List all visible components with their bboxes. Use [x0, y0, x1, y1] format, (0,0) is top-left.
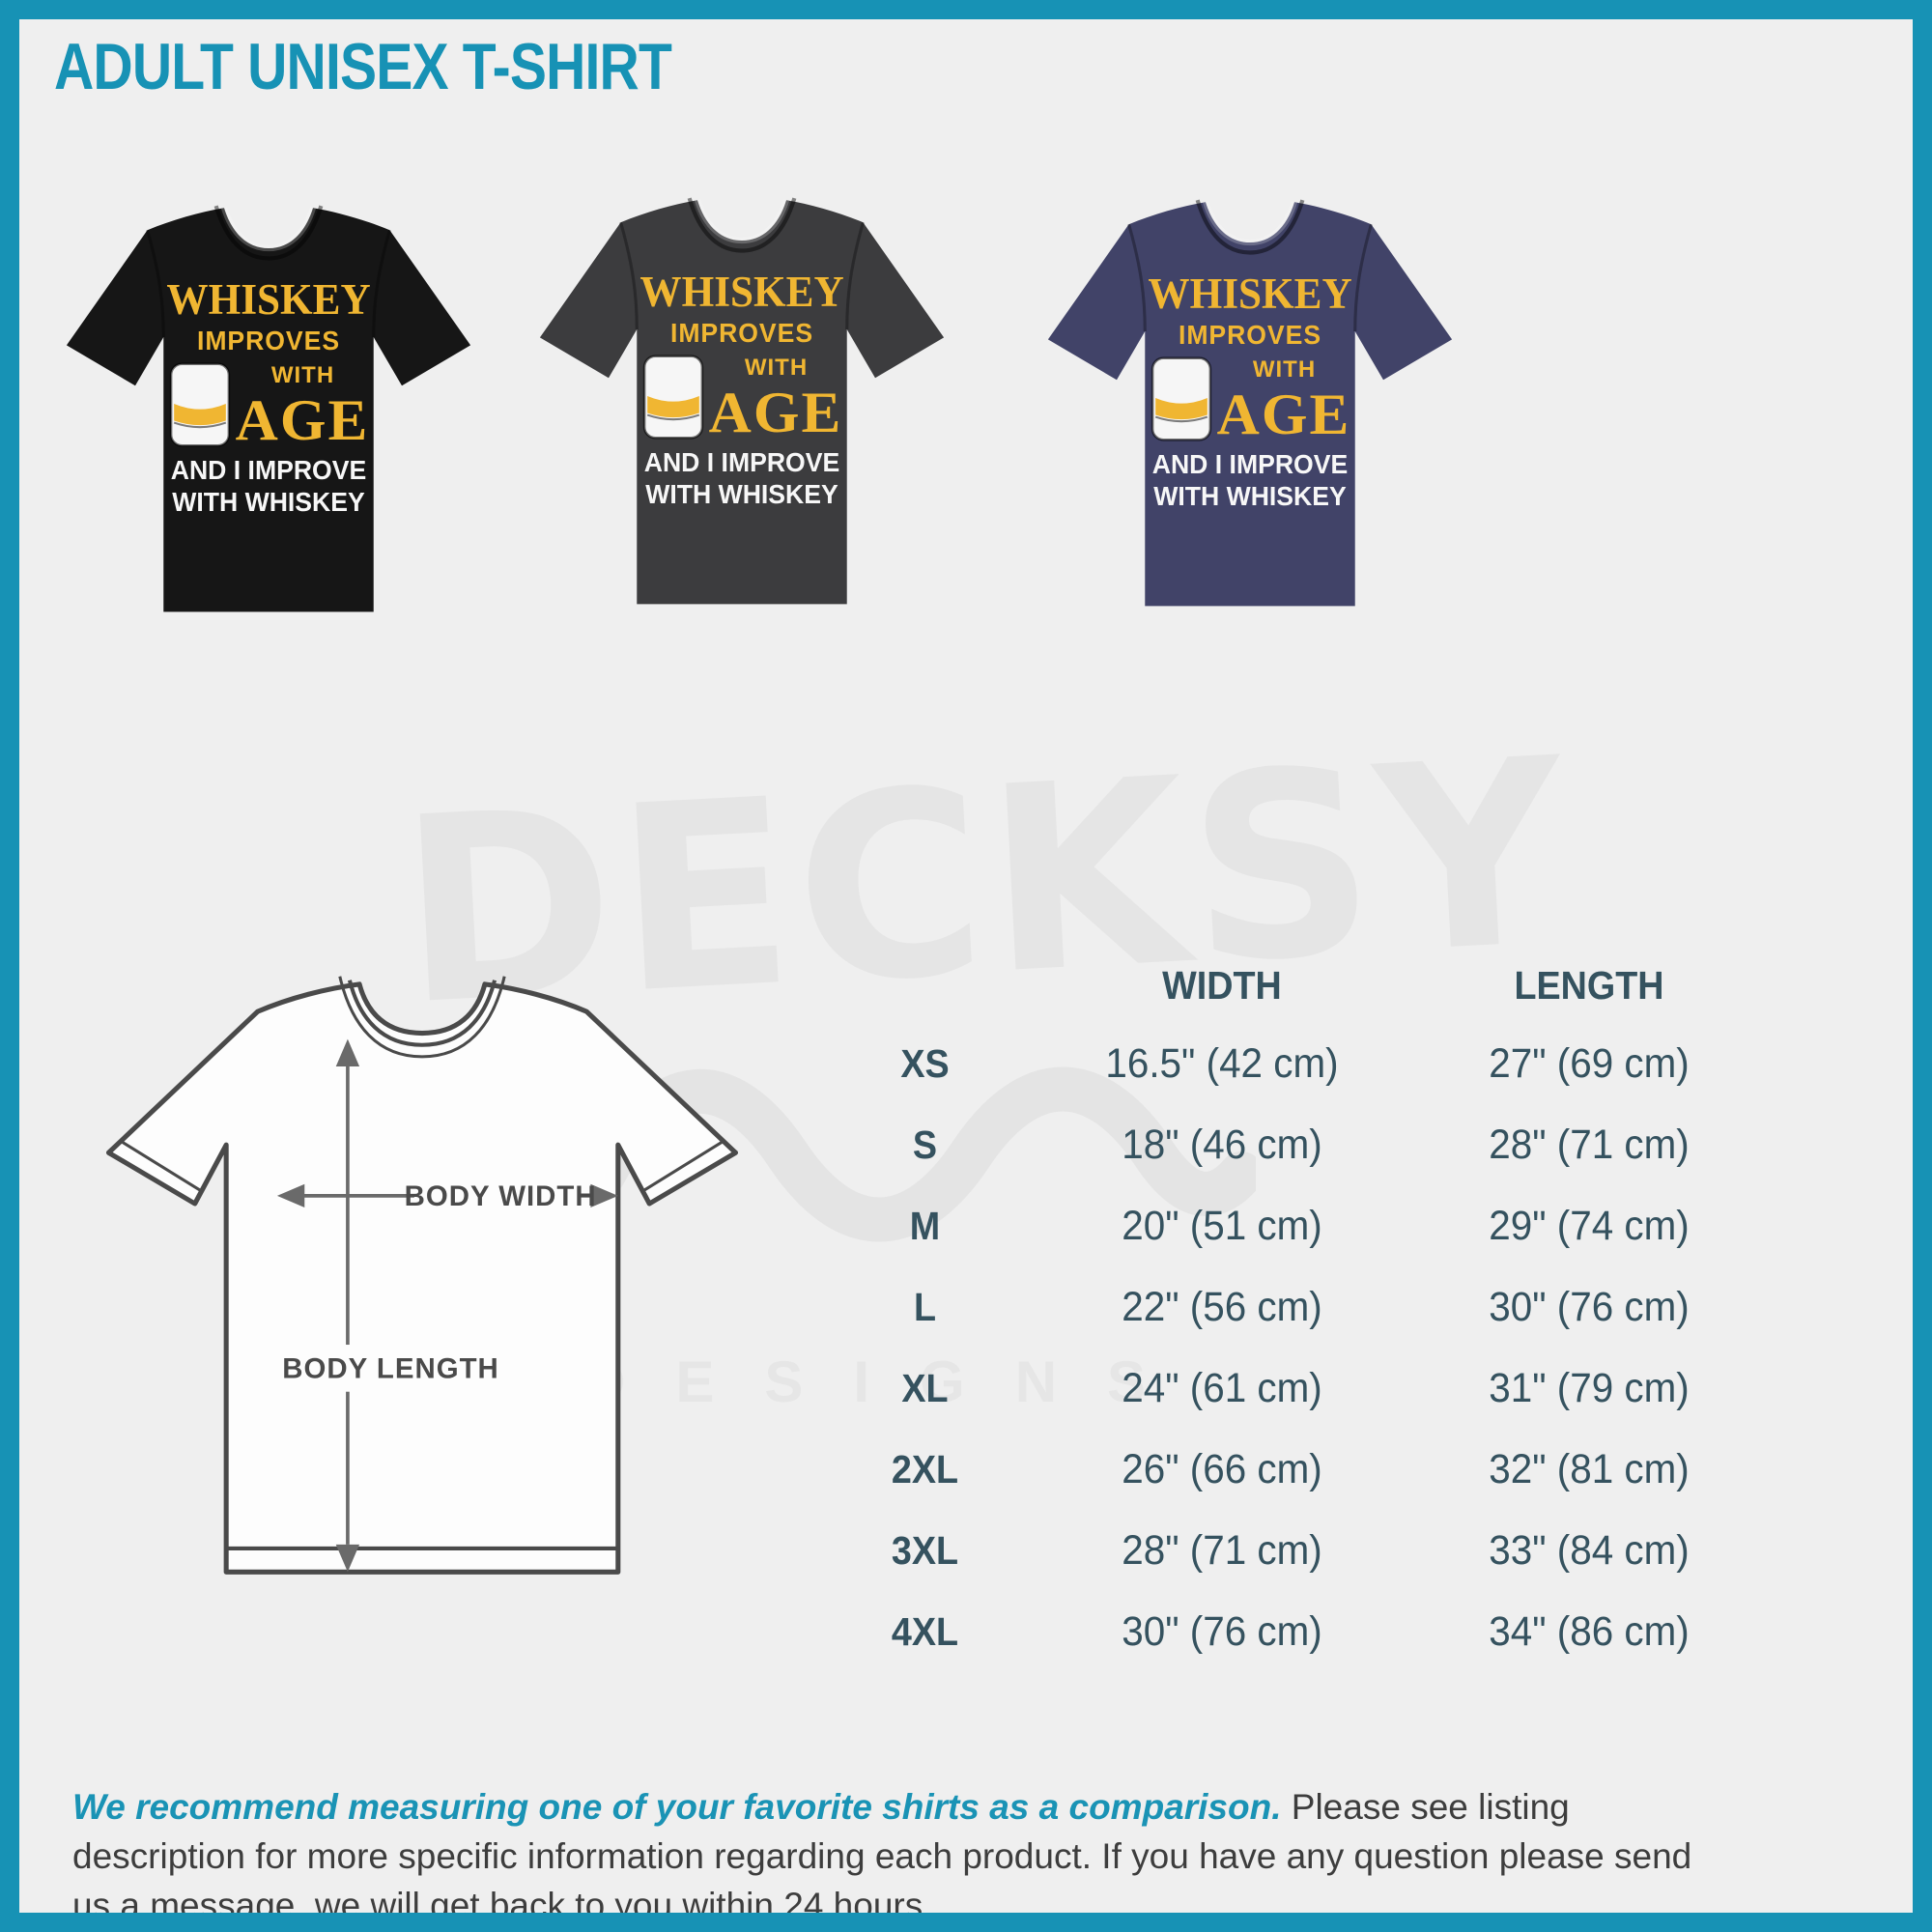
length-cell: 30" (76 cm) — [1489, 1283, 1690, 1330]
design-line-whiskey: WHISKEY — [166, 275, 371, 324]
design-line-with-whiskey: WITH WHISKEY — [1153, 481, 1347, 511]
design-line-and-i-improve: AND I IMPROVE — [1151, 449, 1349, 479]
width-cell: 16.5" (42 cm) — [1105, 1039, 1339, 1087]
shirt-design: WHISKEY IMPROVES WITH AGE AND I IMPROVE … — [636, 270, 848, 508]
width-cell: 26" (66 cm) — [1122, 1445, 1322, 1492]
product-shirt-dark-heather: WHISKEY IMPROVES WITH AGE AND I IMPROVE … — [520, 162, 964, 650]
length-cell: 28" (71 cm) — [1489, 1121, 1690, 1168]
footer-note: We recommend measuring one of your favor… — [72, 1782, 1695, 1930]
tee-body — [1047, 202, 1453, 607]
size-table-header-width: WIDTH — [1162, 962, 1282, 1008]
design-line-with: WITH — [270, 362, 335, 388]
page-title: ADULT UNISEX T-SHIRT — [54, 30, 672, 103]
size-cell: S — [912, 1122, 938, 1167]
body-width-label: BODY WIDTH — [405, 1180, 597, 1212]
watermark-designs: DESIGNS — [583, 1350, 1197, 1414]
length-cell: 31" (79 cm) — [1489, 1364, 1690, 1411]
design-line-whiskey: WHISKEY — [639, 268, 844, 316]
length-cell: 27" (69 cm) — [1489, 1039, 1690, 1087]
diagram-tee-outline — [105, 981, 739, 1575]
tee-mockup-svg — [539, 197, 945, 605]
length-cell: 34" (86 cm) — [1489, 1607, 1690, 1655]
tee-mockup-svg — [66, 205, 471, 612]
width-cell: 30" (76 cm) — [1122, 1607, 1322, 1655]
body-width-arrow — [276, 1183, 618, 1208]
width-cell: 18" (46 cm) — [1122, 1121, 1322, 1168]
product-shirt-black: WHISKEY IMPROVES WITH AGE AND I IMPROVE … — [46, 170, 491, 658]
body-length-label: BODY LENGTH — [282, 1353, 499, 1385]
design-line-with-whiskey: WITH WHISKEY — [172, 487, 365, 517]
design-line-age: AGE — [1217, 383, 1351, 446]
design-line-with: WITH — [1252, 356, 1317, 383]
product-shirt-heather-navy: WHISKEY IMPROVES WITH AGE AND I IMPROVE … — [1028, 164, 1472, 652]
whiskey-glass-icon — [1151, 356, 1212, 441]
width-cell: 20" (51 cm) — [1122, 1202, 1322, 1249]
design-line-age: AGE — [709, 381, 843, 444]
design-line-improves: IMPROVES — [669, 318, 814, 348]
size-cell: 3XL — [891, 1527, 959, 1573]
whiskey-glass-icon — [170, 362, 231, 447]
length-cell: 29" (74 cm) — [1489, 1202, 1690, 1249]
length-cell: 32" (81 cm) — [1489, 1445, 1690, 1492]
width-cell: 22" (56 cm) — [1122, 1283, 1322, 1330]
footer-highlight: We recommend measuring one of your favor… — [72, 1787, 1282, 1827]
design-line-with-whiskey: WITH WHISKEY — [645, 479, 838, 509]
shirt-design: WHISKEY IMPROVES WITH AGE AND I IMPROVE … — [162, 278, 375, 516]
size-diagram: BODY WIDTH BODY LENGTH — [105, 976, 739, 1575]
watermark-wave-squiggle — [582, 1066, 1256, 1242]
design-line-improves: IMPROVES — [196, 326, 341, 355]
tee-mockup-svg — [1047, 199, 1453, 607]
design-line-whiskey: WHISKEY — [1148, 270, 1352, 318]
size-cell: 2XL — [891, 1446, 959, 1492]
width-cell: 24" (61 cm) — [1122, 1364, 1322, 1411]
size-cell: XS — [900, 1040, 950, 1086]
design-line-improves: IMPROVES — [1178, 320, 1322, 350]
size-cell: 4XL — [891, 1608, 959, 1654]
tee-body — [66, 208, 471, 612]
size-cell: L — [913, 1284, 937, 1329]
size-table-header-length: LENGTH — [1514, 962, 1664, 1008]
length-cell: 33" (84 cm) — [1489, 1526, 1690, 1574]
size-table: WIDTH LENGTH XS 16.5" (42 cm) 27" (69 cm… — [836, 942, 1748, 1672]
size-cell: M — [909, 1203, 941, 1248]
whiskey-glass-icon — [643, 355, 704, 440]
width-cell: 28" (71 cm) — [1122, 1526, 1322, 1574]
design-line-age: AGE — [236, 388, 370, 452]
size-table-corner — [836, 942, 1014, 1029]
design-line-and-i-improve: AND I IMPROVE — [170, 455, 367, 485]
body-length-line — [335, 1038, 360, 1573]
shirt-design: WHISKEY IMPROVES WITH AGE AND I IMPROVE … — [1144, 272, 1356, 510]
design-line-with: WITH — [744, 355, 809, 381]
tee-body — [539, 200, 945, 605]
design-line-and-i-improve: AND I IMPROVE — [643, 447, 840, 477]
size-cell: XL — [901, 1365, 949, 1410]
